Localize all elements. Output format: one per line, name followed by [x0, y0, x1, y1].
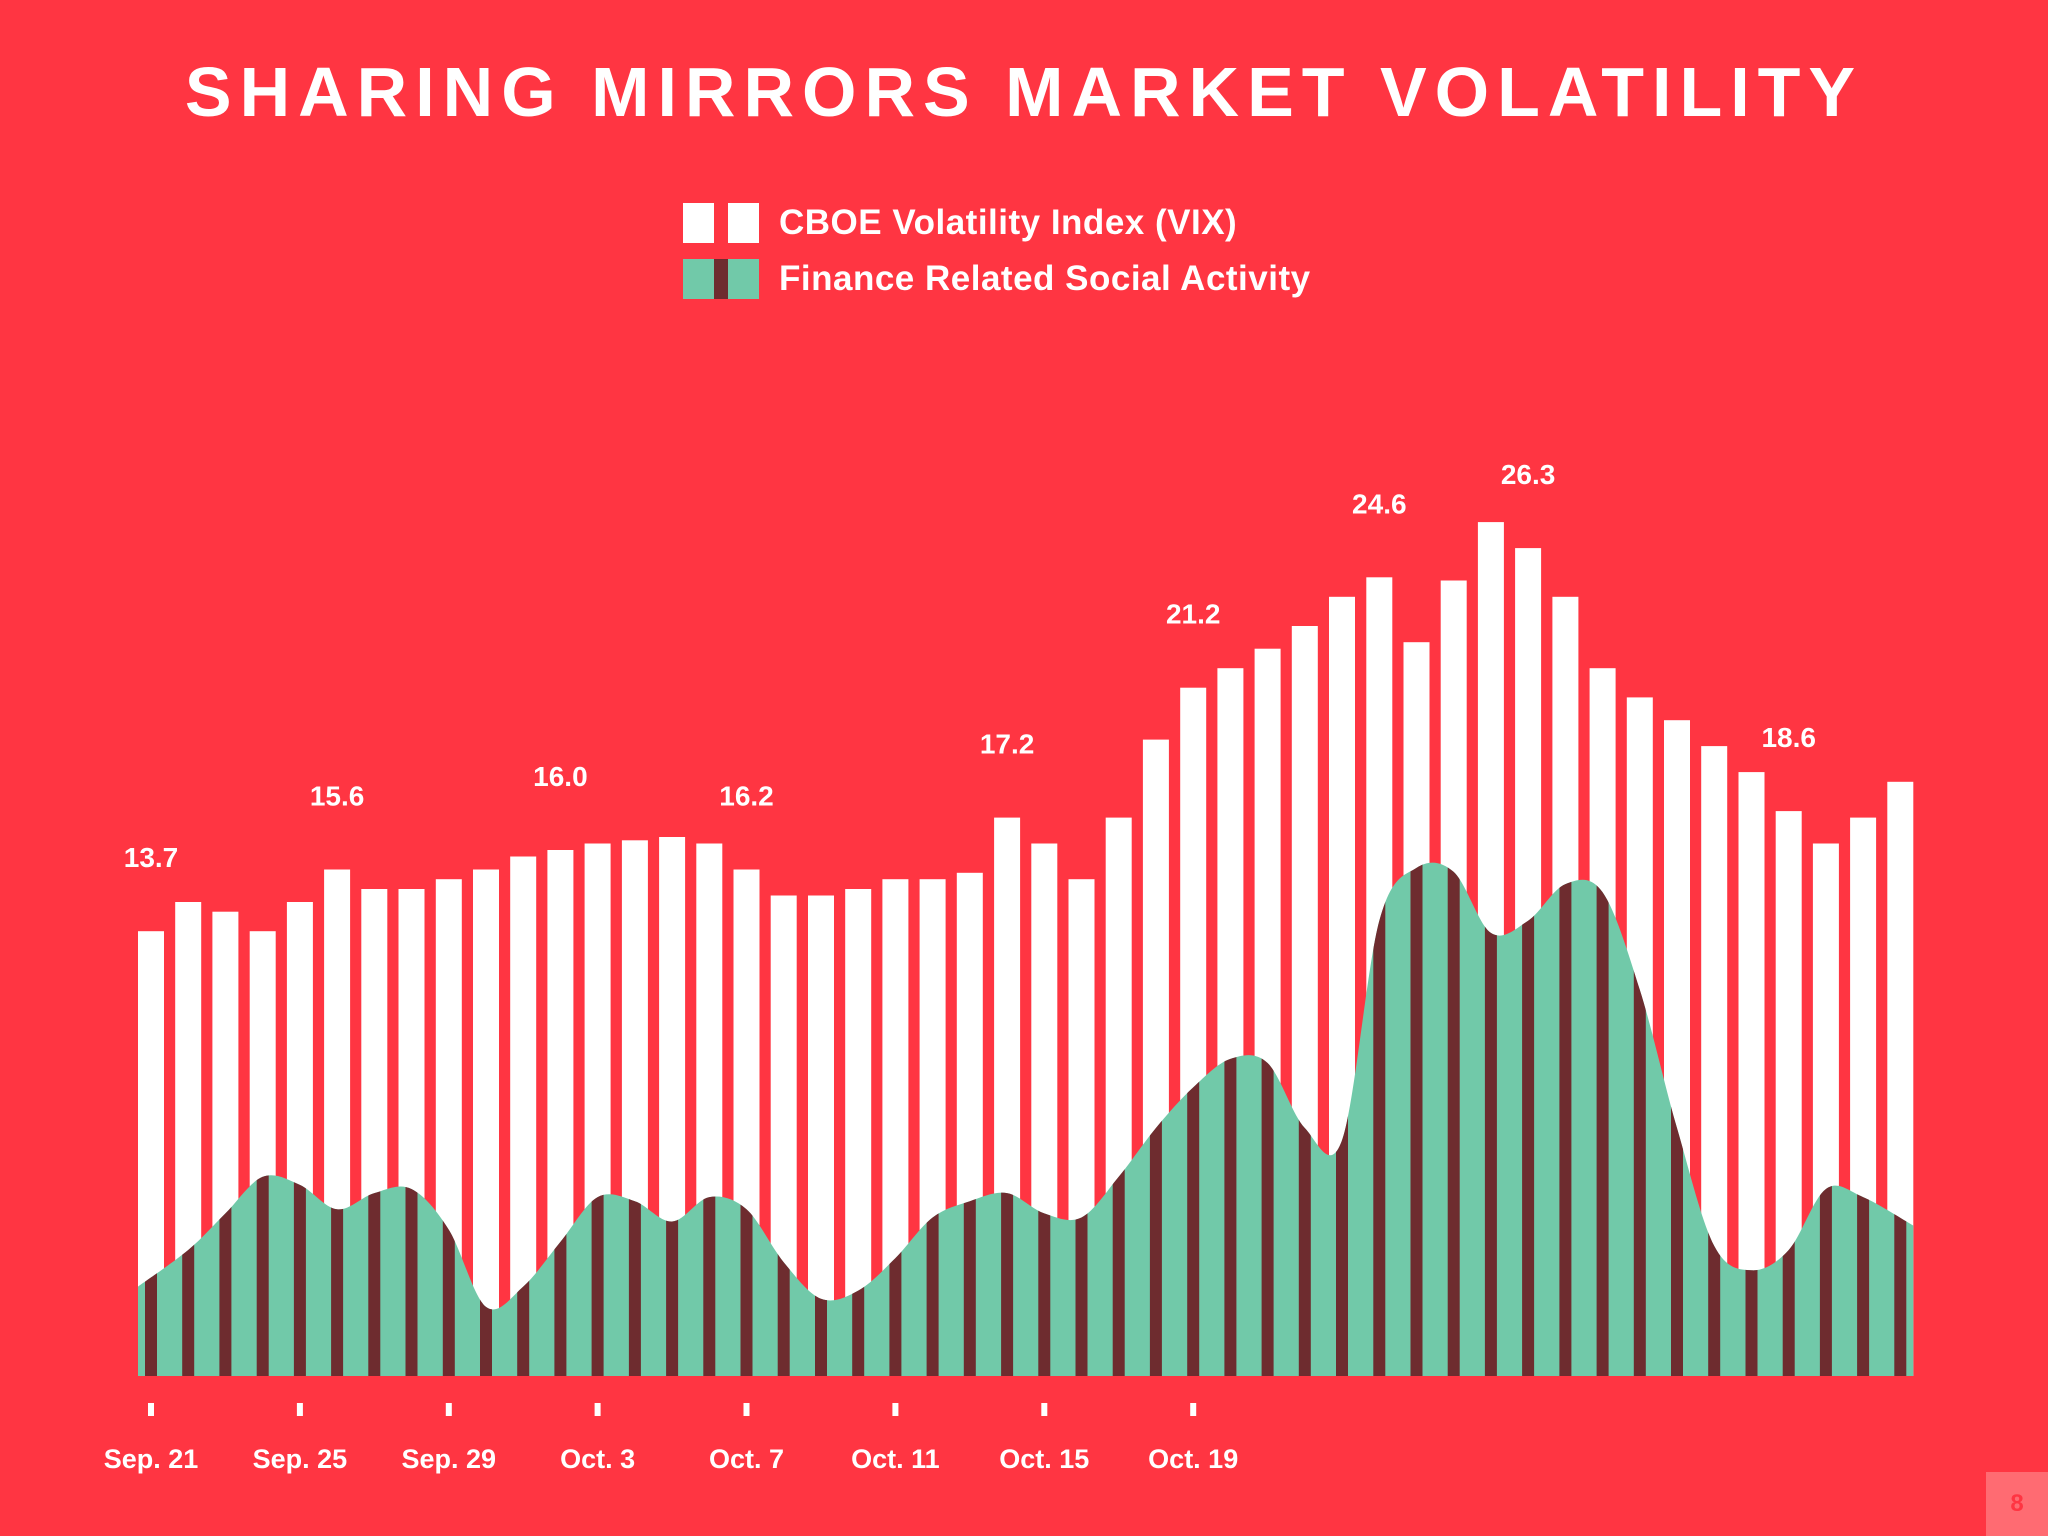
overlap-stripe — [1410, 862, 1423, 1376]
legend-label-social: Finance Related Social Activity — [779, 259, 1311, 298]
data-label: 24.6 — [1352, 488, 1407, 519]
overlap-stripe — [1484, 862, 1497, 1376]
overlap-stripe — [1447, 862, 1460, 1376]
x-tick-mark — [296, 1403, 303, 1416]
social-swatch-icon — [683, 259, 759, 299]
x-tick-mark — [743, 1403, 750, 1416]
overlap-stripe — [1522, 862, 1535, 1376]
vix-data-labels: 13.7 15.6 16.0 16.2 17.2 21.2 24.6 26.3 18.6 — [124, 459, 1816, 873]
x-tick-label: Oct. 15 — [999, 1444, 1089, 1474]
x-tick-mark — [892, 1403, 899, 1416]
x-tick-mark — [1190, 1403, 1197, 1416]
overlap-stripe — [1373, 862, 1386, 1376]
legend-item-vix: CBOE Volatility Index (VIX) — [683, 203, 1237, 243]
x-axis: Sep. 21 Sep. 25 Sep. 29 Oct. 3 Oct. 7 Oct. 11… — [104, 1403, 1238, 1474]
data-label: 13.7 — [124, 842, 179, 873]
x-tick-label: Oct. 11 — [851, 1444, 940, 1474]
x-tick-label: Sep. 21 — [104, 1444, 199, 1474]
data-label: 26.3 — [1501, 459, 1556, 490]
overlap-stripe — [1596, 862, 1609, 1376]
page-number-badge: 8 — [1986, 1472, 2048, 1536]
vix-bar — [473, 869, 499, 1376]
overlap-stripe — [1559, 862, 1572, 1376]
legend-label-vix: CBOE Volatility Index (VIX) — [779, 203, 1238, 242]
x-tick-label: Sep. 29 — [402, 1444, 497, 1474]
x-tick-mark — [148, 1403, 154, 1416]
data-label: 15.6 — [310, 781, 365, 812]
x-tick-label: Oct. 3 — [560, 1444, 635, 1474]
data-label: 17.2 — [980, 729, 1035, 760]
chart-title: SHARING MIRRORS MARKET VOLATILITY — [184, 53, 1864, 131]
x-tick-label: Oct. 19 — [1148, 1444, 1238, 1474]
data-label: 21.2 — [1166, 599, 1221, 630]
x-tick-label: Oct. 7 — [709, 1444, 784, 1474]
legend-item-social: Finance Related Social Activity — [683, 259, 1311, 299]
x-tick-label: Sep. 25 — [253, 1444, 348, 1474]
vix-swatch-icon — [683, 203, 759, 243]
x-tick-mark — [1041, 1403, 1048, 1416]
social-activity-area — [138, 862, 1914, 1376]
x-tick-mark — [594, 1403, 601, 1416]
data-label: 18.6 — [1761, 722, 1816, 753]
data-label: 16.2 — [719, 781, 774, 812]
x-tick-mark — [445, 1403, 452, 1416]
social-area — [138, 862, 1914, 1376]
data-label: 16.0 — [533, 761, 588, 792]
